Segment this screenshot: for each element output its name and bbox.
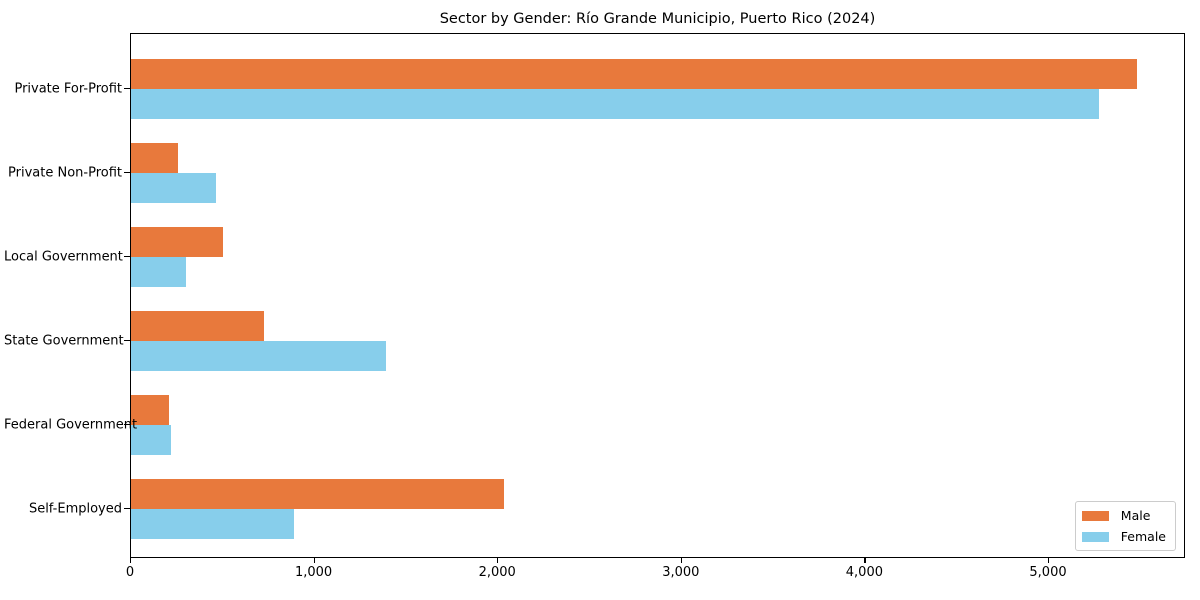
bar-male-6 xyxy=(131,479,504,509)
legend-swatch-female xyxy=(1081,531,1109,542)
bar-male-5 xyxy=(131,395,169,425)
x-tick-label: 2,000 xyxy=(478,565,516,580)
legend-label-male: Male xyxy=(1120,508,1151,523)
y-axis-tick xyxy=(124,88,130,90)
y-axis-tick xyxy=(124,508,130,510)
plot-area: Male Female xyxy=(130,33,1185,558)
y-tick-label: Self-Employed xyxy=(28,501,122,517)
legend: Male Female xyxy=(1074,501,1176,551)
bar-male-2 xyxy=(131,143,178,173)
chart-title: Sector by Gender: Río Grande Municipio, … xyxy=(439,11,876,27)
x-axis-tick xyxy=(680,558,683,563)
x-tick-label: 1,000 xyxy=(294,565,333,580)
bar-female-4 xyxy=(131,341,387,371)
x-tick-label: 3,000 xyxy=(662,565,700,580)
x-tick-label: 0 xyxy=(125,565,135,580)
x-axis-tick xyxy=(1048,558,1050,563)
y-axis-tick xyxy=(124,424,130,426)
bar-female-2 xyxy=(131,173,217,203)
y-tick-label: Private Non-Profit xyxy=(8,165,122,181)
x-axis-tick xyxy=(864,558,866,563)
bar-female-5 xyxy=(131,425,172,455)
x-axis-tick xyxy=(130,558,132,563)
legend-item-male: Male xyxy=(1081,508,1166,523)
y-tick-label: Local Government xyxy=(4,249,123,265)
y-tick-label: Federal Government xyxy=(4,417,138,433)
y-axis-tick xyxy=(124,256,130,258)
x-axis-tick xyxy=(497,558,499,563)
y-tick-label: Private For-Profit xyxy=(14,81,122,97)
bar-male-4 xyxy=(131,311,265,341)
y-axis-tick xyxy=(124,340,130,342)
legend-label-female: Female xyxy=(1120,529,1166,544)
bar-female-3 xyxy=(131,257,187,287)
y-tick-label: State Government xyxy=(4,333,124,349)
bar-female-1 xyxy=(131,89,1099,119)
x-tick-label: 4,000 xyxy=(845,565,883,580)
legend-swatch-male xyxy=(1081,510,1109,521)
bar-female-6 xyxy=(131,509,295,539)
x-axis-tick xyxy=(313,558,315,563)
bar-male-3 xyxy=(131,227,223,257)
bar-male-1 xyxy=(131,59,1138,89)
x-tick-label: 5,000 xyxy=(1029,565,1067,580)
legend-item-female: Female xyxy=(1081,529,1166,544)
y-axis-tick xyxy=(124,172,130,174)
